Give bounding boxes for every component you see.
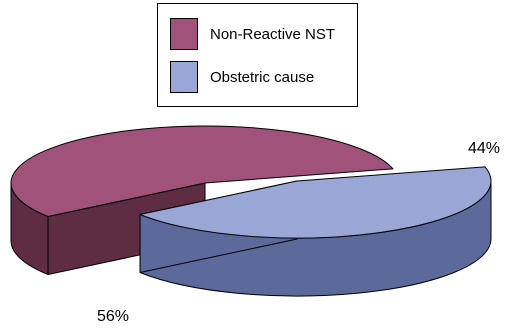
pie-slice-obstetric-cause bbox=[139, 166, 492, 239]
legend-label-non-reactive-nst: Non-Reactive NST bbox=[210, 25, 336, 43]
legend-swatch-non-reactive-nst bbox=[170, 18, 198, 50]
legend-label-obstetric-cause: Obstetric cause bbox=[210, 68, 315, 86]
legend-item-obstetric-cause: Obstetric cause bbox=[170, 60, 314, 94]
legend-item-non-reactive-nst: Non-Reactive NST bbox=[170, 17, 335, 51]
chart-legend: Non-Reactive NST Obstetric cause bbox=[157, 3, 358, 107]
legend-swatch-obstetric-cause bbox=[170, 61, 198, 93]
data-label-obstetric-cause: 44% bbox=[468, 140, 501, 157]
data-label-non-reactive-nst: 56% bbox=[97, 308, 130, 325]
pie-slice-non-reactive-nst bbox=[10, 125, 394, 217]
